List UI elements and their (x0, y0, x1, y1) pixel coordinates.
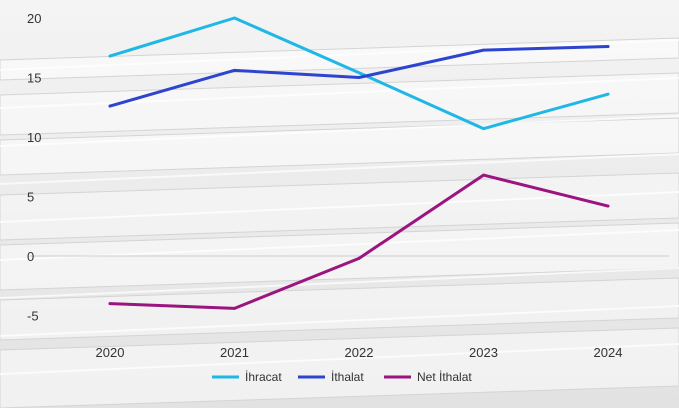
y-tick-label: 10 (27, 130, 41, 145)
x-tick-label: 2020 (96, 345, 125, 360)
data-point (233, 16, 236, 20)
x-tick-label: 2024 (594, 345, 623, 360)
y-axis-ticks: 20 15 10 5 0 -5 (27, 11, 41, 324)
data-point (606, 45, 610, 48)
data-point (357, 256, 361, 260)
data-point (357, 71, 361, 75)
legend-label: İhracat (245, 370, 282, 384)
x-tick-label: 2021 (220, 345, 249, 360)
data-point (108, 104, 112, 108)
y-tick-label: 0 (27, 249, 34, 264)
series-lines (108, 16, 610, 310)
data-point (482, 127, 485, 131)
data-point (108, 54, 112, 58)
data-point (482, 48, 485, 52)
legend-label: Net İthalat (417, 370, 472, 384)
x-axis-ticks: 2020 2021 2022 2023 2024 (96, 345, 623, 360)
data-point (233, 68, 236, 72)
data-point (233, 306, 236, 310)
y-tick-label: 20 (27, 11, 41, 26)
legend: İhracat İthalat Net İthalat (212, 370, 472, 384)
x-tick-label: 2023 (469, 345, 498, 360)
y-tick-label: 5 (27, 190, 34, 205)
data-point (606, 92, 610, 96)
data-point (606, 204, 610, 208)
y-tick-label: -5 (27, 309, 39, 324)
legend-label: İthalat (331, 370, 364, 384)
x-tick-label: 2022 (345, 345, 374, 360)
data-point (482, 173, 485, 177)
data-point (357, 76, 361, 79)
y-tick-label: 15 (27, 71, 41, 86)
data-point (108, 302, 112, 305)
